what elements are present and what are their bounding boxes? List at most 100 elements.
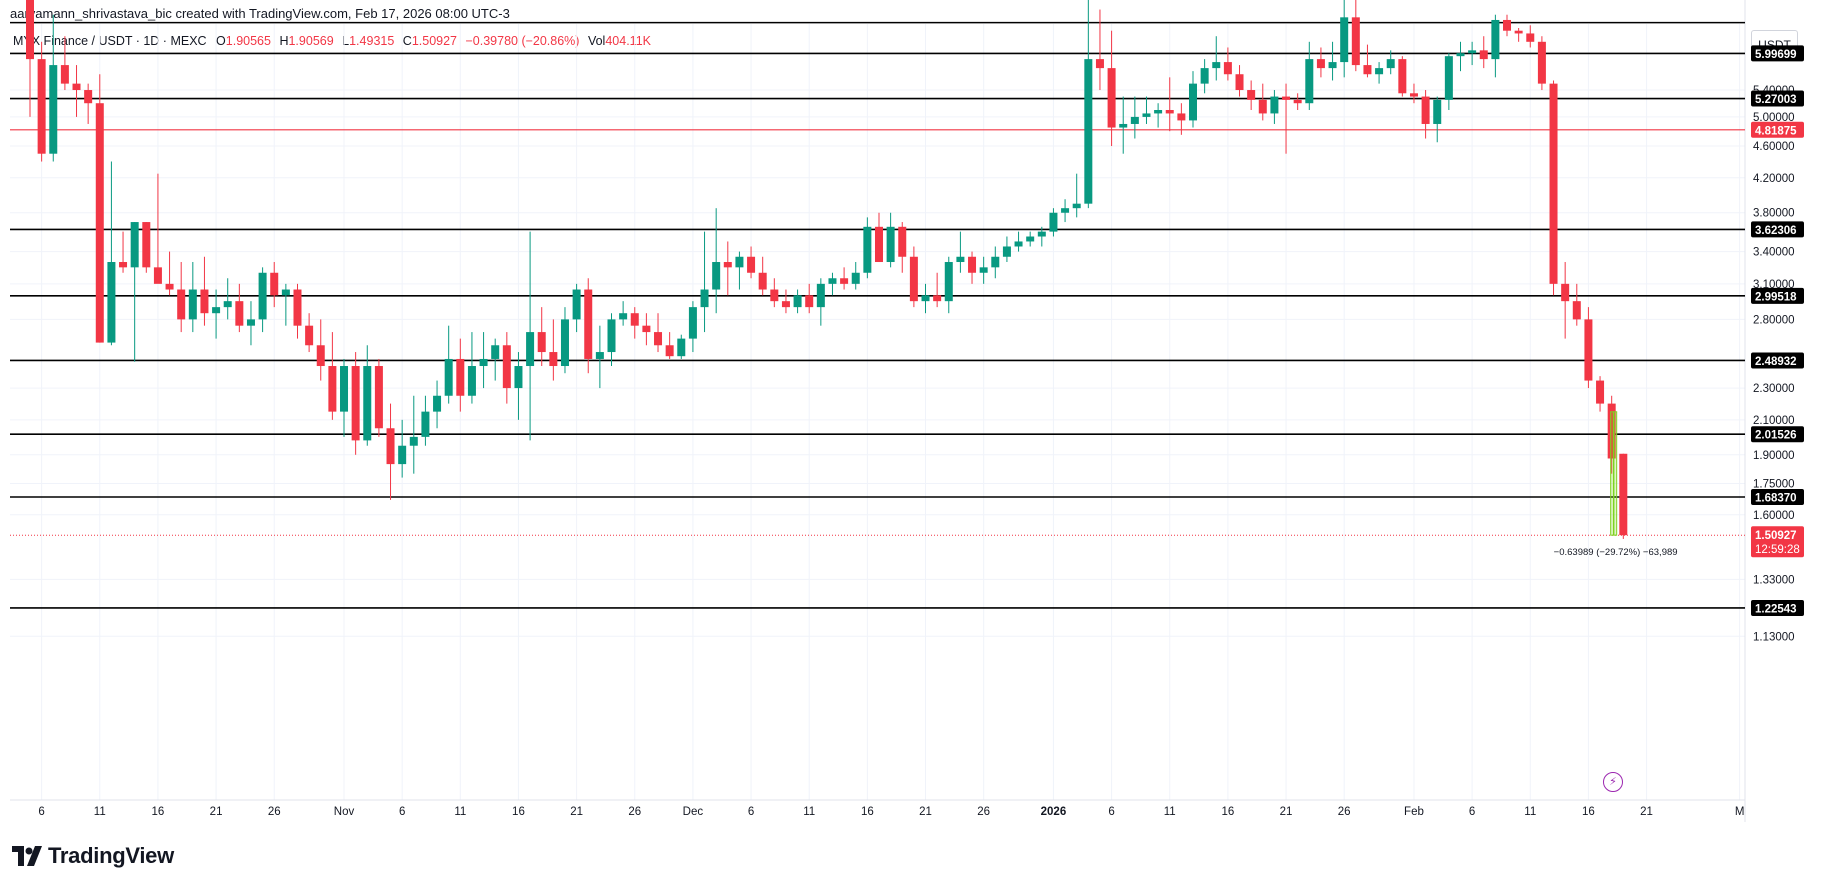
tradingview-brand: TradingView [12,843,174,872]
last-price-label: 1.50927 [1755,530,1797,542]
low-value: 1.49315 [349,34,395,48]
open-value: 1.90565 [225,34,271,48]
candle-body [246,319,255,326]
level-price-label: 3.62306 [1755,225,1797,237]
candle-body [165,283,174,290]
price-tick-label: 3.80000 [1753,208,1795,220]
time-tick-label: 11 [1524,806,1536,818]
candle-body [1479,50,1488,60]
candle-body [1165,109,1174,114]
candle-body [1142,113,1151,117]
price-tick-label: 2.10000 [1753,415,1795,427]
candle-body [409,436,418,446]
countdown-label: 12:59:28 [1755,544,1800,556]
time-tick-label: 2026 [1041,806,1067,818]
price-axis: 5.400005.000004.600004.200003.800003.400… [1751,45,1804,643]
candle-body [142,222,151,268]
candle-body [374,366,383,429]
level-price-badge [1751,352,1804,369]
level-price-badge [1751,45,1804,62]
time-tick-label: 16 [1221,806,1234,818]
tradingview-logo-icon [12,846,42,872]
candle-body [793,295,802,308]
candle-body [1537,41,1546,84]
candle-body [677,338,686,357]
last-price-badge [1751,526,1804,558]
candle-body [49,65,58,154]
level-price-badge [1751,121,1804,138]
candle-body [421,411,430,437]
candle-body [153,267,162,284]
candle-body [1572,301,1581,320]
candle-body [444,358,453,396]
level-price-label: 5.27003 [1755,94,1797,106]
candle-body [479,358,488,367]
candle-body [1061,208,1070,213]
candle-body [886,226,895,263]
candle-body [1468,50,1477,54]
chart-credit: aaryamann_shrivastava_bic created with T… [10,6,510,21]
candle-body [712,262,721,290]
candle-body [1375,68,1384,75]
time-tick-label: 26 [268,806,281,818]
time-tick-label: 26 [977,806,990,818]
candle-body [1433,99,1442,124]
candle-body [991,256,1000,268]
volume-value: 404.11K [605,34,651,48]
candle-body [747,256,756,273]
candle-body [874,226,883,263]
price-tick-label: 3.10000 [1753,279,1795,291]
candle-body [188,289,197,320]
candle-body [1386,59,1395,69]
measure-tool: −0.63989 (−29.72%) −63,989 [1554,411,1678,558]
time-tick-label: 11 [454,806,466,818]
candle-body [921,295,930,302]
candle-body [1328,62,1337,69]
level-price-badge [1751,287,1804,304]
candle-body [270,272,279,296]
candle-body [665,345,674,357]
level-price-badge [1751,221,1804,238]
candle-body [1247,90,1256,100]
candle-body [851,272,860,284]
candle-body [1409,93,1418,97]
level-price-badge [1751,488,1804,505]
lightning-alert-icon[interactable]: ⚡ [1603,772,1623,792]
candle-body [177,289,186,320]
close-label: C [402,34,412,48]
candle-body [1258,99,1267,114]
change-value: −0.39780 (−20.86%) [465,34,580,48]
candle-body [119,262,128,268]
candle-body [770,289,779,302]
candle-body [1561,283,1570,302]
time-tick-label: 21 [919,806,932,818]
candle-body [526,332,535,367]
candle-body [1514,30,1523,34]
candle-body [1607,403,1616,459]
candle-body [328,366,337,412]
candle-body [1270,96,1279,114]
price-tick-label: 1.75000 [1753,479,1795,491]
level-price-label: 5.99699 [1755,49,1797,61]
time-tick-label: 6 [748,806,754,818]
candle-body [1340,17,1349,63]
candle-body [1363,65,1372,75]
price-tick-label: 4.20000 [1753,173,1795,185]
candle-body [758,272,767,290]
candle-body [1223,62,1232,75]
candle-body [863,226,872,273]
low-label: L [342,34,350,48]
candle-body [560,319,569,367]
candle-body [84,90,93,104]
candle-body [584,289,593,359]
price-tick-label: 3.40000 [1753,247,1795,259]
candle-body [630,313,639,326]
level-price-badge [1751,599,1804,616]
level-price-label: 1.68370 [1755,492,1797,504]
candle-body [281,289,290,296]
level-price-label: 2.01526 [1755,430,1797,442]
candle-body [1049,212,1058,232]
candle-body [956,256,965,263]
candle-body [502,345,511,389]
